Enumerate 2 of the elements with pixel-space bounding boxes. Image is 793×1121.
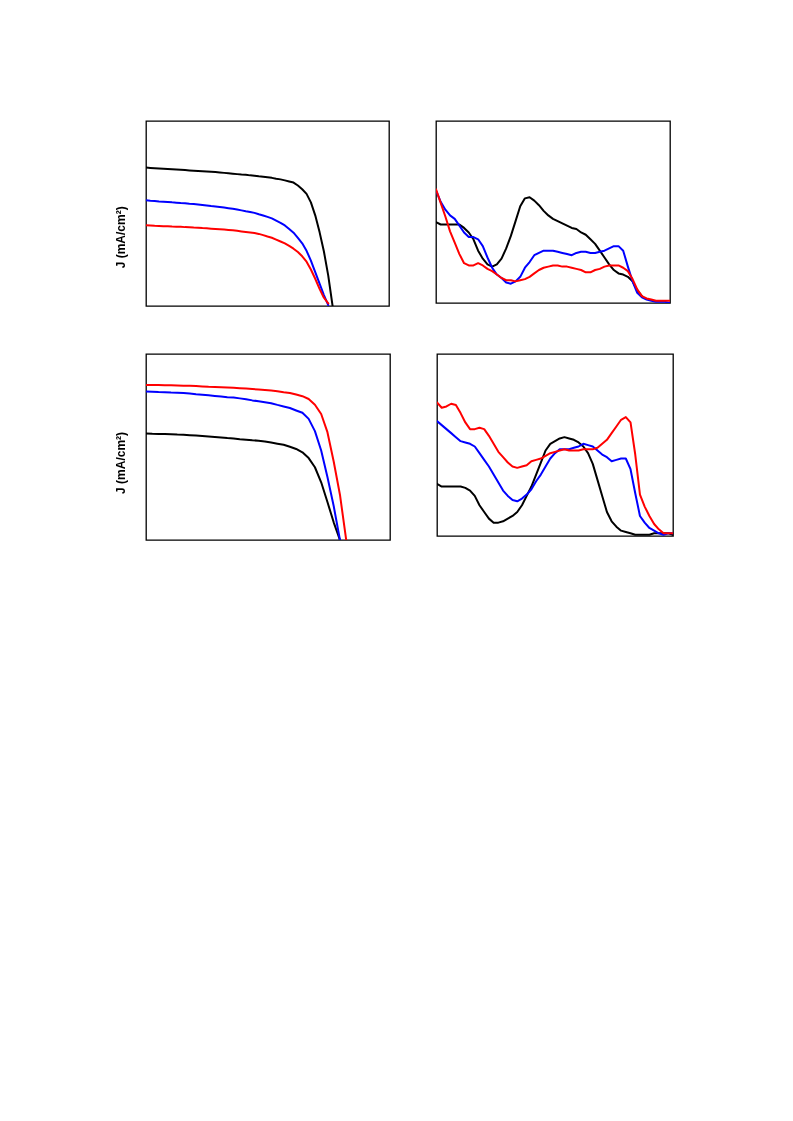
y-axis-title: J (mA/cm²) [113,206,128,269]
y-axis-title: J (mA/cm²) [113,431,128,494]
